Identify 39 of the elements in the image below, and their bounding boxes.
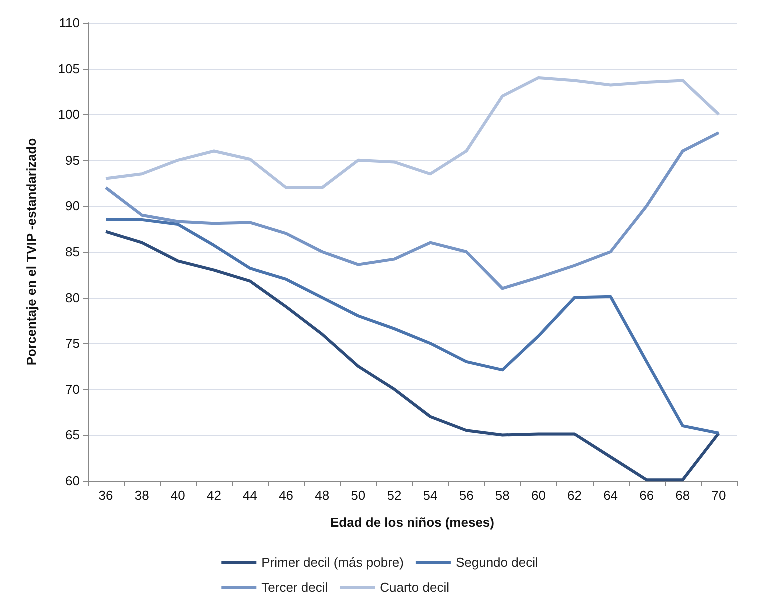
x-tick-label: 42 bbox=[206, 488, 222, 503]
y-tick-label: 60 bbox=[66, 474, 80, 488]
y-tick-label: 65 bbox=[66, 428, 80, 443]
legend-label: Cuarto decil bbox=[380, 580, 450, 595]
y-tick-label: 85 bbox=[66, 244, 80, 260]
x-axis-title: Edad de los niños (meses) bbox=[330, 515, 494, 530]
line-series bbox=[104, 230, 720, 482]
x-tick-label: 36 bbox=[98, 488, 114, 503]
x-tick-label: 50 bbox=[351, 488, 366, 503]
x-tick-label: 46 bbox=[279, 488, 294, 503]
y-axis-title: Porcentaje en el TVIP -estandarizado bbox=[24, 138, 39, 366]
x-tick-label: 56 bbox=[459, 488, 474, 503]
y-tick-label: 90 bbox=[66, 198, 80, 214]
y-tick-label: 110 bbox=[59, 16, 80, 30]
x-tick-label: 52 bbox=[387, 488, 402, 503]
y-tick-label: 75 bbox=[66, 336, 80, 352]
x-tick-label: 68 bbox=[676, 488, 690, 503]
x-tick-label: 38 bbox=[134, 488, 150, 503]
legend-label: Primer decil (más pobre) bbox=[262, 555, 404, 570]
x-tick-label: 62 bbox=[568, 488, 582, 503]
y-tick-label: 80 bbox=[66, 290, 80, 306]
x-tick-label: 58 bbox=[495, 488, 510, 503]
y-tick-label: 70 bbox=[66, 382, 80, 397]
x-tick-label: 40 bbox=[170, 488, 186, 503]
x-tick-label: 54 bbox=[423, 488, 438, 503]
x-tick-label: 70 bbox=[712, 488, 726, 503]
x-tick-label: 64 bbox=[604, 488, 618, 503]
line-series bbox=[104, 131, 720, 290]
legend-label: Tercer decil bbox=[262, 580, 328, 595]
legend-label: Segundo decil bbox=[456, 555, 538, 570]
y-tick-label: 100 bbox=[58, 107, 80, 122]
line-series bbox=[104, 76, 720, 190]
x-tick-label: 48 bbox=[315, 488, 330, 503]
y-tick-label: 95 bbox=[66, 152, 80, 168]
x-tick-label: 66 bbox=[640, 488, 654, 503]
x-tick-label: 60 bbox=[531, 488, 546, 503]
x-tick-label: 44 bbox=[243, 488, 258, 503]
line-series bbox=[104, 218, 720, 435]
y-tick-label: 105 bbox=[58, 61, 80, 76]
